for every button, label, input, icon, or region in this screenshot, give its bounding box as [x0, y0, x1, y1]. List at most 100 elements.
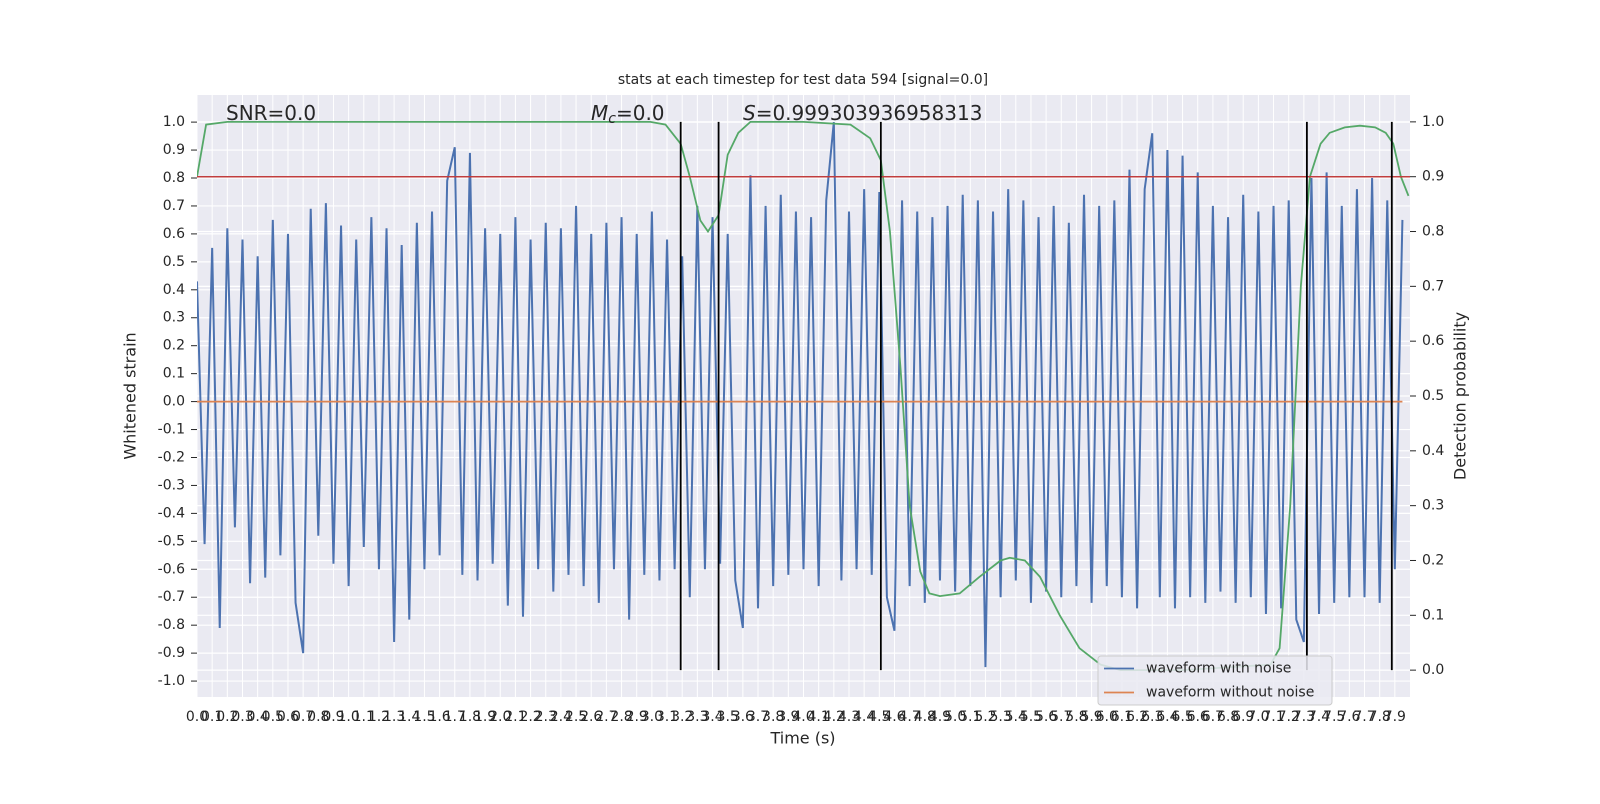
x-tick-label: 5.5 — [1020, 709, 1042, 725]
x-tick-label: 4.0 — [792, 709, 814, 725]
x-tick-label: 4.6 — [883, 709, 905, 725]
x-tick-label: 5.6 — [1035, 709, 1057, 725]
y-tick-label: -0.1 — [158, 422, 185, 438]
legend-label: waveform without noise — [1146, 685, 1314, 701]
annotation: S=0.999303936958313 — [743, 101, 982, 125]
x-tick-label: 5.9 — [1080, 709, 1102, 725]
x-tick-label: 1.8 — [459, 709, 481, 725]
legend-box — [1097, 655, 1333, 706]
x-tick-label: 0.7 — [292, 709, 314, 725]
y2-tick-label: 0.4 — [1422, 443, 1444, 459]
x-tick-label: 6.5 — [1171, 709, 1193, 725]
x-tick-label: 3.5 — [717, 709, 739, 725]
x-tick-label: 1.2 — [368, 709, 390, 725]
x-tick-label: 4.3 — [838, 709, 860, 725]
y-tick-label: 1.0 — [163, 114, 185, 130]
x-tick-label: 7.3 — [1293, 709, 1315, 725]
x-tick-label: 7.9 — [1384, 709, 1406, 725]
x-tick-label: 4.8 — [914, 709, 936, 725]
x-tick-label: 4.2 — [823, 709, 845, 725]
annotation: SNR=0.0 — [226, 101, 316, 125]
x-tick-label: 4.1 — [808, 709, 830, 725]
x-tick-label: 7.7 — [1353, 709, 1375, 725]
y2-tick-label: 0.9 — [1422, 169, 1444, 185]
x-tick-label: 5.4 — [1005, 709, 1027, 725]
x-tick-label: 1.7 — [444, 709, 466, 725]
x-tick-label: 7.8 — [1369, 709, 1391, 725]
x-tick-label: 3.1 — [656, 709, 678, 725]
x-tick-label: 4.9 — [929, 709, 951, 725]
x-tick-label: 1.0 — [337, 709, 359, 725]
annotation-symbol: M — [591, 101, 608, 125]
x-tick-label: 1.6 — [428, 709, 450, 725]
x-tick-label: 2.8 — [610, 709, 632, 725]
x-tick-label: 6.4 — [1156, 709, 1178, 725]
x-tick-label: 5.0 — [944, 709, 966, 725]
annotation-text: =0.999303936958313 — [756, 101, 983, 125]
y2-tick-label: 0.6 — [1422, 333, 1444, 349]
x-tick-label: 1.1 — [353, 709, 375, 725]
annotation-symbol: S — [743, 101, 756, 125]
y2-tick-label: 0.5 — [1422, 388, 1444, 404]
x-tick-label: 7.5 — [1323, 709, 1345, 725]
y-tick-label: 0.9 — [163, 142, 185, 158]
x-tick-label: 0.4 — [247, 709, 269, 725]
x-tick-label: 1.3 — [383, 709, 405, 725]
x-tick-label: 5.2 — [974, 709, 996, 725]
x-tick-label: 0.8 — [307, 709, 329, 725]
y2-tick-label: 0.7 — [1422, 278, 1444, 294]
x-tick-label: 3.4 — [701, 709, 723, 725]
x-tick-label: 6.0 — [1096, 709, 1118, 725]
x-tick-label: 2.5 — [565, 709, 587, 725]
y-tick-label: 0.6 — [163, 226, 185, 242]
y-tick-label: -0.6 — [158, 561, 185, 577]
x-tick-label: 3.2 — [671, 709, 693, 725]
annotation-text: =0.0 — [616, 101, 665, 125]
series-line — [197, 122, 1404, 668]
x-tick-label: 3.8 — [762, 709, 784, 725]
y2-tick-label: 0.3 — [1422, 498, 1444, 514]
y-tick-label: -0.8 — [158, 617, 185, 633]
x-tick-label: 0.6 — [277, 709, 299, 725]
x-tick-label: 5.3 — [989, 709, 1011, 725]
x-tick-label: 2.4 — [550, 709, 572, 725]
y-tick-label: 0.8 — [163, 170, 185, 186]
y2-tick-label: 0.8 — [1422, 224, 1444, 240]
x-tick-label: 0.1 — [201, 709, 223, 725]
x-tick-label: 1.5 — [413, 709, 435, 725]
y-axis-label: Whitened strain — [121, 332, 140, 459]
x-tick-label: 0.5 — [262, 709, 284, 725]
x-tick-label: 0.3 — [231, 709, 253, 725]
legend-label: waveform with noise — [1146, 661, 1291, 677]
y-tick-label: -0.5 — [158, 533, 185, 549]
x-tick-label: 2.9 — [626, 709, 648, 725]
x-tick-label: 4.5 — [868, 709, 890, 725]
y-tick-label: -1.0 — [158, 673, 185, 689]
y-tick-label: -0.9 — [158, 645, 185, 661]
x-tick-label: 6.9 — [1232, 709, 1254, 725]
x-tick-label: 5.1 — [959, 709, 981, 725]
series-line — [197, 120, 1410, 672]
x-tick-label: 2.3 — [535, 709, 557, 725]
x-tick-label: 3.3 — [686, 709, 708, 725]
x-tick-label: 5.7 — [1050, 709, 1072, 725]
x-tick-label: 3.9 — [777, 709, 799, 725]
x-tick-label: 1.4 — [398, 709, 420, 725]
x-tick-label: 0.2 — [216, 709, 238, 725]
x-tick-label: 7.4 — [1308, 709, 1330, 725]
x-tick-label: 6.2 — [1126, 709, 1148, 725]
y-tick-label: 0.2 — [163, 338, 185, 354]
x-tick-label: 7.2 — [1278, 709, 1300, 725]
y-tick-label: 0.7 — [163, 198, 185, 214]
x-tick-label: 7.6 — [1338, 709, 1360, 725]
x-tick-label: 2.1 — [504, 709, 526, 725]
annotation-text: SNR=0.0 — [226, 101, 316, 125]
x-tick-label: 3.7 — [747, 709, 769, 725]
x-tick-label: 3.6 — [732, 709, 754, 725]
y-tick-label: 0.1 — [163, 366, 185, 382]
x-tick-label: 2.0 — [489, 709, 511, 725]
x-tick-label: 2.7 — [595, 709, 617, 725]
x-tick-label: 6.8 — [1217, 709, 1239, 725]
y-tick-label: -0.3 — [158, 477, 185, 493]
